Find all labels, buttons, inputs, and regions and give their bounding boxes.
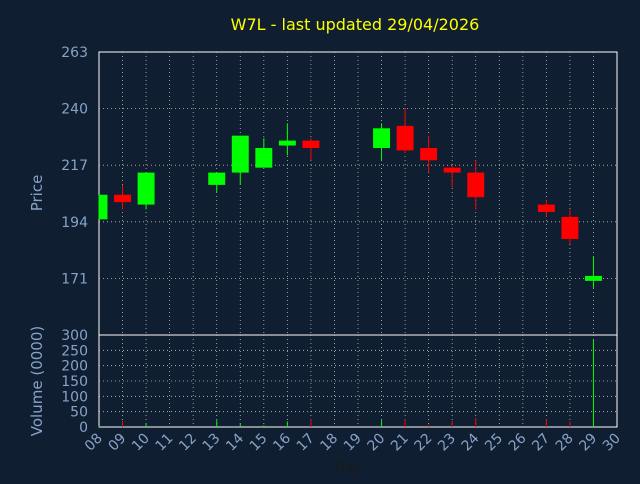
volume-y-axis-label: Volume (0000) bbox=[28, 326, 46, 436]
price-y-tick-label: 171 bbox=[61, 271, 88, 287]
volume-y-tick-label: 300 bbox=[61, 328, 88, 344]
price-y-tick-label: 194 bbox=[61, 215, 88, 231]
x-tick-label: 09 bbox=[105, 431, 129, 455]
x-tick-label: 17 bbox=[294, 431, 318, 455]
candle-body bbox=[467, 172, 485, 198]
candle-body bbox=[137, 172, 155, 205]
volume-y-tick-label: 50 bbox=[70, 405, 88, 421]
x-tick-label: 13 bbox=[200, 431, 224, 455]
x-tick-label: 25 bbox=[482, 431, 506, 455]
candle-body bbox=[443, 167, 461, 173]
candle-body bbox=[537, 204, 555, 212]
x-tick-label: 15 bbox=[247, 431, 271, 455]
price-y-ticks: 171 194 217 240 263 bbox=[61, 45, 88, 287]
x-tick-label: 21 bbox=[388, 431, 412, 455]
price-y-axis-label: Price bbox=[28, 175, 46, 212]
x-axis-label: Day bbox=[334, 460, 362, 476]
candle-body bbox=[302, 140, 320, 148]
volume-y-tick-label: 250 bbox=[61, 343, 88, 359]
price-candles bbox=[98, 108, 602, 289]
price-grid bbox=[99, 52, 617, 335]
candle-body bbox=[584, 275, 602, 281]
chart-title: W7L - last updated 29/04/2026 bbox=[231, 15, 480, 34]
candle-body bbox=[420, 147, 438, 161]
volume-bars bbox=[98, 339, 594, 427]
x-tick-label: 30 bbox=[600, 431, 624, 455]
candle-body bbox=[231, 135, 249, 173]
x-tick-label: 23 bbox=[435, 431, 459, 455]
x-tick-label: 18 bbox=[317, 431, 341, 455]
x-tick-label: 16 bbox=[270, 430, 294, 454]
x-tick-label: 29 bbox=[576, 431, 600, 455]
candle-body bbox=[99, 194, 108, 220]
volume-y-tick-label: 0 bbox=[79, 420, 88, 436]
x-tick-label: 11 bbox=[153, 431, 177, 455]
volume-grid bbox=[99, 335, 617, 427]
volume-y-tick-label: 100 bbox=[61, 389, 88, 405]
candle-body bbox=[255, 147, 273, 168]
price-y-tick-label: 240 bbox=[61, 102, 88, 118]
x-tick-label: 24 bbox=[459, 430, 483, 454]
price-panel: 171 194 217 240 263 Price bbox=[28, 45, 618, 336]
x-tick-label: 12 bbox=[176, 431, 200, 455]
x-tick-label: 22 bbox=[412, 431, 436, 455]
x-tick-label: 14 bbox=[223, 430, 247, 454]
x-axis-ticks: 08 09 10 11 12 13 14 15 16 17 18 19 20 21 22 23 24 25 26 27… bbox=[82, 430, 624, 454]
candle-body bbox=[561, 216, 579, 240]
candle-body bbox=[208, 172, 226, 185]
candle-body bbox=[114, 194, 132, 203]
price-y-tick-label: 217 bbox=[61, 158, 88, 174]
candle-body bbox=[396, 125, 414, 151]
x-tick-label: 19 bbox=[341, 431, 365, 455]
candle-body bbox=[278, 140, 296, 146]
x-tick-label: 27 bbox=[529, 431, 553, 455]
price-y-tick-label: 263 bbox=[61, 45, 88, 61]
x-tick-label: 28 bbox=[553, 431, 577, 455]
x-tick-label: 10 bbox=[129, 431, 153, 455]
x-tick-label: 20 bbox=[364, 431, 388, 455]
volume-y-tick-label: 200 bbox=[61, 359, 88, 375]
candle-body bbox=[373, 128, 391, 148]
x-tick-label: 26 bbox=[506, 430, 530, 454]
volume-y-tick-label: 150 bbox=[61, 374, 88, 390]
